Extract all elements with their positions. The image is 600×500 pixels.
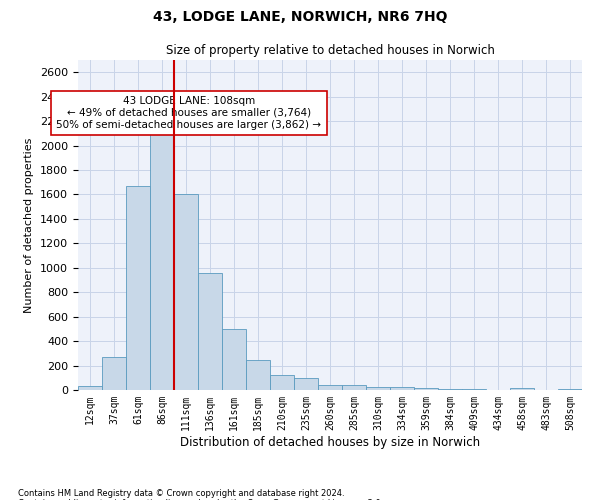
Bar <box>270 376 294 390</box>
Bar <box>366 387 390 390</box>
Bar <box>318 384 342 390</box>
Text: 43 LODGE LANE: 108sqm
← 49% of detached houses are smaller (3,764)
50% of semi-d: 43 LODGE LANE: 108sqm ← 49% of detached … <box>56 96 322 130</box>
Y-axis label: Number of detached properties: Number of detached properties <box>25 138 34 312</box>
Bar <box>78 386 102 390</box>
Bar <box>222 329 246 390</box>
Bar <box>246 360 270 390</box>
Bar <box>174 194 198 390</box>
Text: Contains public sector information licensed under the Open Government Licence v3: Contains public sector information licen… <box>18 498 383 500</box>
Text: Contains HM Land Registry data © Crown copyright and database right 2024.: Contains HM Land Registry data © Crown c… <box>18 488 344 498</box>
Bar <box>294 378 318 390</box>
Bar <box>150 127 174 390</box>
Title: Size of property relative to detached houses in Norwich: Size of property relative to detached ho… <box>166 44 494 58</box>
Bar <box>414 388 438 390</box>
Bar <box>438 388 462 390</box>
Bar <box>510 388 534 390</box>
Text: 43, LODGE LANE, NORWICH, NR6 7HQ: 43, LODGE LANE, NORWICH, NR6 7HQ <box>153 10 447 24</box>
Bar <box>390 388 414 390</box>
Bar <box>342 385 366 390</box>
Bar <box>126 186 150 390</box>
X-axis label: Distribution of detached houses by size in Norwich: Distribution of detached houses by size … <box>180 436 480 448</box>
Bar <box>102 357 126 390</box>
Bar <box>198 272 222 390</box>
